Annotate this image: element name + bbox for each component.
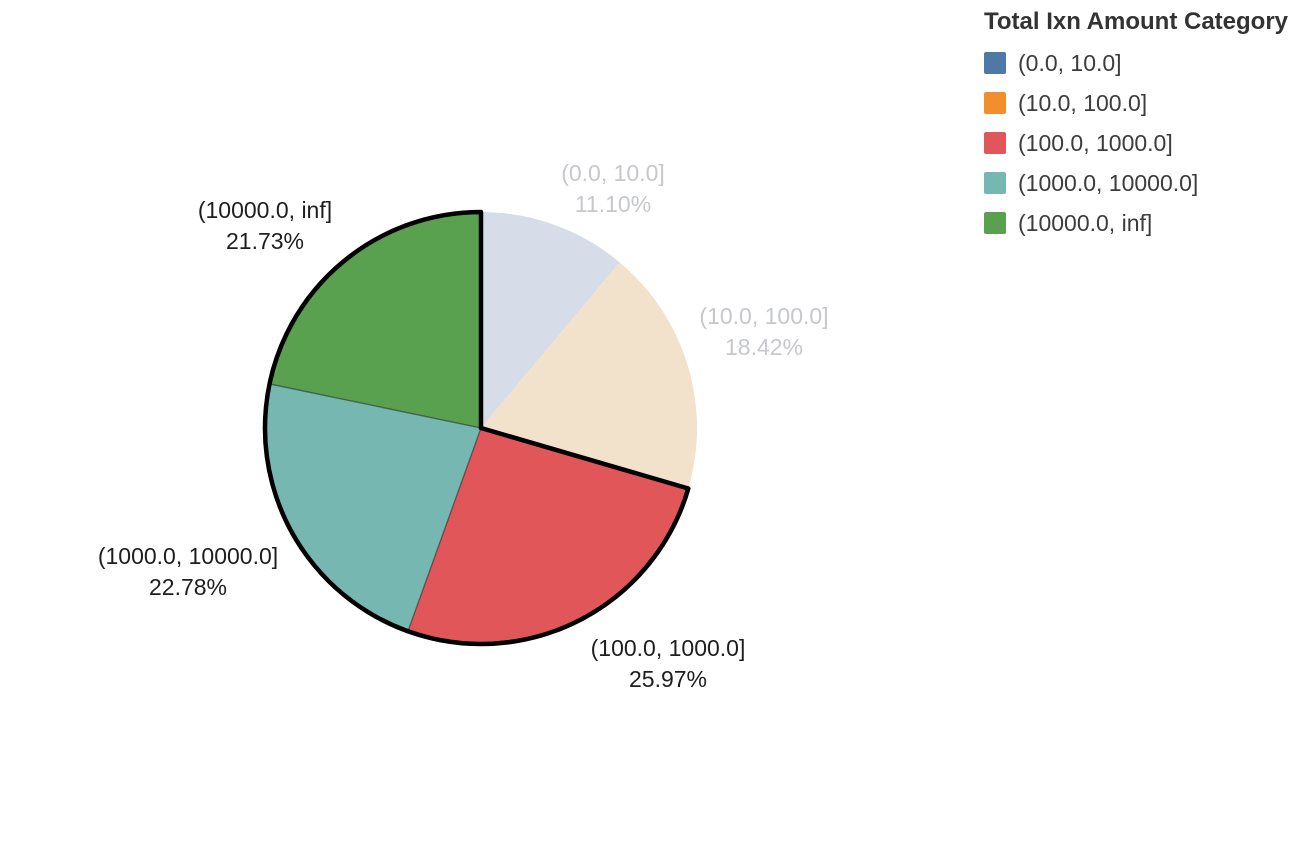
legend-item-label: (10.0, 100.0] <box>1018 89 1148 116</box>
legend-item-label: (0.0, 10.0] <box>1018 49 1122 76</box>
pie-slice-0[interactable] <box>481 212 620 428</box>
legend-item-label: (100.0, 1000.0] <box>1018 129 1173 156</box>
pie-slice-label-1: (10.0, 100.0] <box>699 303 828 329</box>
legend-item-100-1000[interactable]: (100.0, 1000.0] <box>984 123 1290 163</box>
legend-item-label: (10000.0, inf] <box>1018 209 1153 236</box>
pie-slice-label-2: (100.0, 1000.0] <box>591 635 746 661</box>
legend: Total Ixn Amount Category (0.0, 10.0] (1… <box>984 6 1290 243</box>
legend-swatch-green <box>984 212 1006 234</box>
slice-separator <box>407 427 482 632</box>
pie-slice-pct-3: 22.78% <box>149 574 227 600</box>
legend-swatch-blue <box>984 52 1006 74</box>
pie-slice-label-4: (10000.0, inf] <box>198 197 332 223</box>
selection-outline <box>262 209 691 647</box>
pie-slice-pct-1: 18.42% <box>725 334 803 360</box>
pie-slice-label-0: (0.0, 10.0] <box>561 160 665 186</box>
legend-title: Total Ixn Amount Category <box>984 8 1289 35</box>
legend-swatch-orange <box>984 92 1006 114</box>
pie-slice-2[interactable] <box>407 428 689 644</box>
pie-slice-label-3: (1000.0, 10000.0] <box>98 543 278 569</box>
legend-swatch-teal <box>984 172 1006 194</box>
pie-slice-pct-4: 21.73% <box>226 228 304 254</box>
legend-item-10-100[interactable]: (10.0, 100.0] <box>984 83 1290 123</box>
pie-slice-1[interactable] <box>481 262 697 489</box>
pie-slice-4[interactable] <box>269 212 481 428</box>
pie-slice-pct-0: 11.10% <box>575 191 651 217</box>
legend-item-10000-inf[interactable]: (10000.0, inf] <box>984 203 1290 243</box>
legend-item-label: (1000.0, 10000.0] <box>1018 169 1199 196</box>
legend-swatch-red <box>984 132 1006 154</box>
slice-separator <box>269 383 482 429</box>
pie-slice-pct-2: 25.97% <box>629 666 707 692</box>
legend-item-1000-10000[interactable]: (1000.0, 10000.0] <box>984 163 1290 203</box>
legend-item-0-10[interactable]: (0.0, 10.0] <box>984 43 1290 83</box>
